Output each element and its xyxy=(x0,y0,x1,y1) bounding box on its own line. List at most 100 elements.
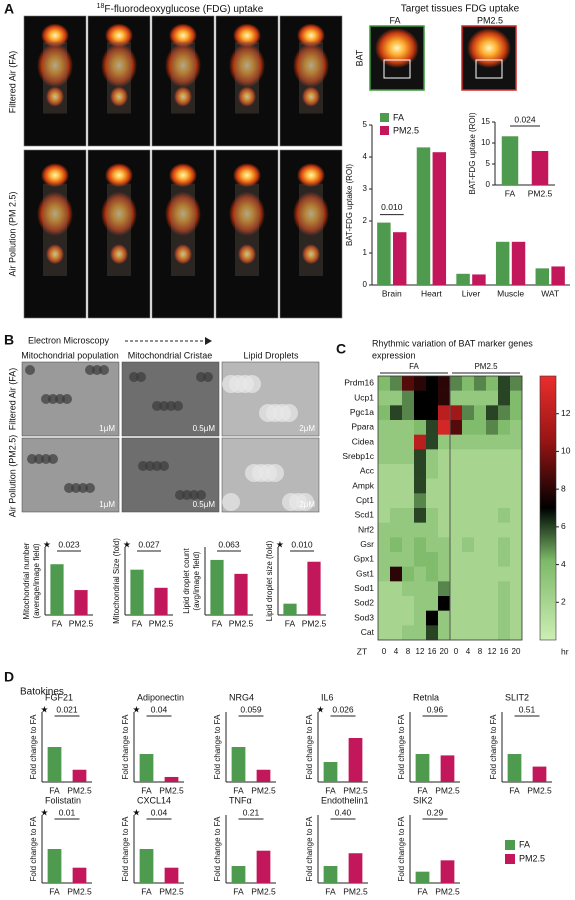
x-tick-label: FA xyxy=(49,886,60,896)
y-axis-label: BAT-FDG uptake (ROI) xyxy=(468,112,477,194)
em-feature xyxy=(48,454,58,464)
chart-title: Folistatin xyxy=(45,795,81,805)
row-label: Sod3 xyxy=(354,612,374,622)
legend-label: PM2.5 xyxy=(393,125,419,135)
y-axis-label: Fold change to FA xyxy=(121,816,130,882)
x-tick-label: PM2.5 xyxy=(435,785,460,795)
heatmap-cell xyxy=(450,596,463,611)
bar xyxy=(348,738,363,782)
heatmap-cell xyxy=(510,434,523,450)
bar xyxy=(507,754,522,782)
significance: ★ xyxy=(123,539,131,549)
heatmap-cell xyxy=(486,390,499,406)
heatmap-cell xyxy=(450,625,463,641)
heatmap-cell xyxy=(510,508,523,523)
x-tick-label: 0 xyxy=(382,647,387,656)
heatmap-cell xyxy=(474,625,487,641)
heatmap-cell xyxy=(402,522,415,538)
em-feature xyxy=(182,490,192,500)
significance: ★ xyxy=(276,539,284,549)
bar xyxy=(416,147,431,285)
heatmap-cell xyxy=(426,596,439,611)
panel-label: D xyxy=(4,669,14,685)
row-label: Nrf2 xyxy=(358,524,374,534)
heatmap-cell xyxy=(402,478,415,494)
heatmap-cell xyxy=(474,522,487,538)
heatmap-cell xyxy=(486,405,499,421)
pet-body xyxy=(171,183,195,276)
em-feature xyxy=(145,461,155,471)
heatmap-cell xyxy=(450,493,463,509)
em-feature xyxy=(41,394,51,404)
em-feature xyxy=(34,454,44,464)
heatmap-cell xyxy=(390,464,403,479)
row-label: Cat xyxy=(361,627,375,637)
p-value: 0.21 xyxy=(243,807,260,817)
heatmap-cell xyxy=(498,610,511,626)
panel-title: Target tissues FDG uptake xyxy=(401,4,520,15)
p-value: 0.04 xyxy=(151,807,168,817)
row-label: Gst1 xyxy=(356,568,374,578)
x-tick-label: 0 xyxy=(454,647,459,656)
heatmap-cell xyxy=(474,581,487,597)
row-label: Acc xyxy=(360,466,375,476)
bar xyxy=(234,573,248,615)
row-label: Air Pollution (PM2.5) xyxy=(7,435,17,518)
heatmap-cell xyxy=(426,434,439,450)
heatmap-cell xyxy=(510,493,523,509)
heatmap-cell xyxy=(390,581,403,597)
heatmap-cell xyxy=(474,478,487,494)
panel-label: C xyxy=(336,341,346,357)
em-feature xyxy=(41,454,51,464)
heatmap-cell xyxy=(486,493,499,509)
row-label: Gpx1 xyxy=(354,554,375,564)
p-value: 0.010 xyxy=(291,539,313,549)
legend-label: PM2.5 xyxy=(519,853,545,863)
y-tick-label: 3 xyxy=(363,184,368,193)
heatmap-cell xyxy=(378,449,391,465)
heatmap-cell xyxy=(450,420,463,435)
heatmap-cell xyxy=(498,420,511,435)
bar xyxy=(392,232,407,285)
row-label: Cpt1 xyxy=(356,495,374,505)
heatmap-cell xyxy=(450,390,463,406)
heatmap-cell xyxy=(510,420,523,435)
heatmap-cell xyxy=(402,552,415,567)
colorbar-tick-label: 6 xyxy=(561,521,566,531)
heatmap-cell xyxy=(498,390,511,406)
chart-title: IL6 xyxy=(321,692,334,702)
heatmap-cell xyxy=(462,478,475,494)
em-image xyxy=(21,437,120,513)
y-tick-label: 0 xyxy=(486,180,491,189)
row-label: Ppara xyxy=(351,422,374,432)
pet-glow xyxy=(238,244,256,265)
x-tick-label: PM2.5 xyxy=(527,785,552,795)
heatmap-cell xyxy=(498,464,511,479)
heatmap-cell xyxy=(414,581,427,597)
image-label: PM2.5 xyxy=(477,15,503,25)
column-title: Mitochondrial population xyxy=(21,350,119,360)
scale-label: 2μM xyxy=(299,500,315,509)
row-label: Pgc1a xyxy=(350,407,374,417)
heatmap-cell xyxy=(450,376,463,391)
em-feature xyxy=(196,372,206,382)
heatmap-cell xyxy=(414,405,427,421)
y-axis-label: (avg/image field) xyxy=(192,551,201,610)
p-value: 0.96 xyxy=(427,704,444,714)
heatmap-cell xyxy=(486,449,499,465)
em-feature xyxy=(78,483,88,493)
legend-label: FA xyxy=(393,112,404,122)
row-label: Air Pollution (PM 2.5) xyxy=(7,191,17,276)
y-axis-label: Fold change to FA xyxy=(305,816,314,882)
p-value: 0.023 xyxy=(58,539,80,549)
heatmap-cell xyxy=(438,478,451,494)
heatmap-cell xyxy=(462,464,475,479)
em-feature xyxy=(196,490,206,500)
pet-body xyxy=(299,183,323,276)
heatmap-cell xyxy=(498,405,511,421)
superscript: 18 xyxy=(97,3,105,10)
x-tick-label: 4 xyxy=(394,647,399,656)
heatmap-cell xyxy=(390,596,403,611)
heatmap-cell xyxy=(402,464,415,479)
heatmap-cell xyxy=(390,405,403,421)
